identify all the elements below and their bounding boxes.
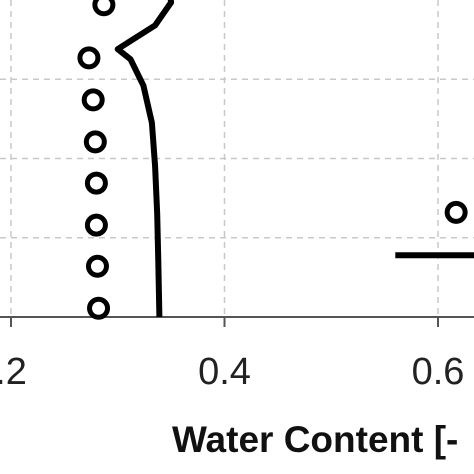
data-point [81, 88, 105, 112]
data-point [84, 213, 108, 237]
tick-labels: .2 0.4 0.6 [0, 351, 464, 393]
data-point [77, 46, 101, 70]
grid [0, 0, 474, 317]
series-line [114, 0, 175, 318]
data-point [85, 254, 109, 278]
x-tick-label: 0.6 [412, 351, 465, 393]
data-point [84, 171, 108, 195]
data-point [83, 130, 107, 154]
data-point [444, 200, 468, 224]
data-point [92, 0, 116, 17]
series-layer [77, 0, 474, 320]
x-tick-label: .2 [0, 351, 27, 393]
axes [0, 316, 474, 327]
x-axis-title: Water Content [- [172, 419, 458, 460]
x-tick-label: 0.4 [198, 351, 251, 393]
data-point [87, 296, 111, 320]
